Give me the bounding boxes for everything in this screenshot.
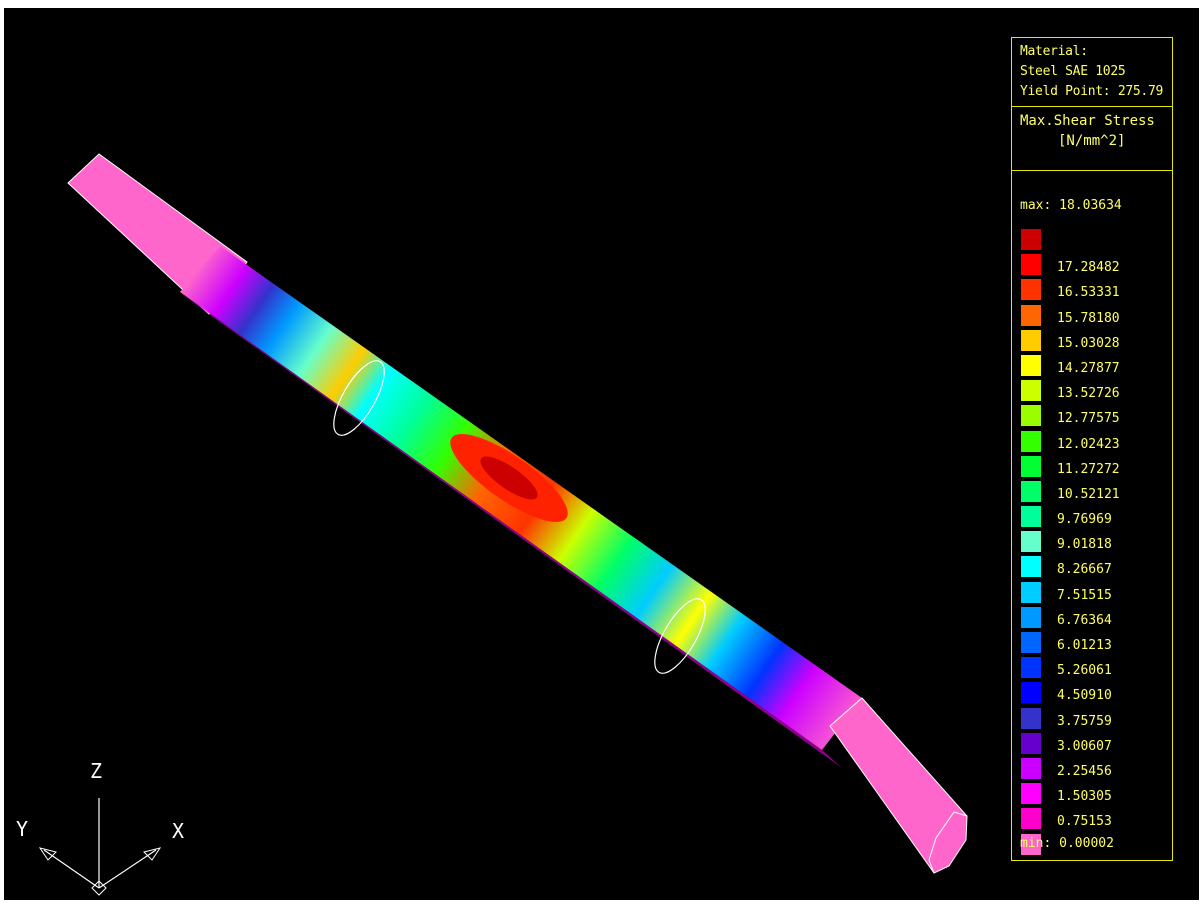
shaft-stress-plot[interactable] <box>4 8 1199 900</box>
colormap-value: 6.76364 <box>1057 612 1112 628</box>
stress-peak <box>480 456 538 500</box>
colormap-value: 8.26667 <box>1057 562 1112 578</box>
colormap-entry: 0.75153 <box>1020 806 1170 831</box>
colormap-entry: 3.75759 <box>1020 706 1170 731</box>
colormap-value: 15.78180 <box>1057 310 1120 326</box>
color-swatch <box>1021 480 1041 502</box>
colormap-entry: 7.51515 <box>1020 580 1170 605</box>
color-swatch <box>1021 304 1041 326</box>
colormap-value: 13.52726 <box>1057 386 1120 402</box>
colormap-entry: 10.52121 <box>1020 479 1170 504</box>
colormap-value: 0.75153 <box>1057 814 1112 830</box>
colormap-entry: 2.25456 <box>1020 756 1170 781</box>
z-axis-label: Z <box>90 759 102 783</box>
colormap-value: 12.77575 <box>1057 411 1120 427</box>
colormap-value: 16.53331 <box>1057 285 1120 301</box>
colormap-value: 3.00607 <box>1057 738 1112 754</box>
shoulder-ring-right <box>654 598 706 674</box>
colormap-entry: 6.76364 <box>1020 605 1170 630</box>
colormap-entry: 6.01213 <box>1020 630 1170 655</box>
colormap-entry: 17.28482 <box>1020 252 1170 277</box>
colormap-entry: 15.78180 <box>1020 303 1170 328</box>
colormap-value: 3.75759 <box>1057 713 1112 729</box>
color-swatch <box>1021 757 1041 779</box>
colormap-value: 12.02423 <box>1057 436 1120 452</box>
color-swatch <box>1021 506 1041 528</box>
colormap-value: 10.52121 <box>1057 486 1120 502</box>
color-swatch <box>1021 455 1041 477</box>
colormap-scale: 17.28482 16.53331 15.78180 15.03028 14.27877… <box>1020 227 1170 857</box>
colormap-value: 2.25456 <box>1057 763 1112 779</box>
colormap-value: 4.50910 <box>1057 688 1112 704</box>
color-swatch <box>1021 329 1041 351</box>
colormap-value: 6.01213 <box>1057 638 1112 653</box>
color-swatch <box>1021 430 1041 452</box>
colormap-value: 1.50305 <box>1057 789 1112 805</box>
color-swatch <box>1021 405 1041 427</box>
color-swatch <box>1021 783 1041 805</box>
y-axis-label: Y <box>16 817 28 841</box>
result-title: Max.Shear Stress <box>1020 113 1155 129</box>
color-swatch <box>1021 581 1041 603</box>
color-swatch <box>1021 808 1041 830</box>
color-swatch <box>1021 380 1041 402</box>
color-swatch <box>1021 556 1041 578</box>
color-swatch <box>1021 279 1041 301</box>
material-label: Material: <box>1020 44 1088 59</box>
colormap-entry: 15.03028 <box>1020 328 1170 353</box>
color-swatch <box>1021 682 1041 704</box>
colormap-entry: 12.02423 <box>1020 429 1170 454</box>
color-swatch <box>1021 707 1041 729</box>
shaft-underside <box>180 292 842 768</box>
material-name: Steel SAE 1025 <box>1020 64 1126 79</box>
fea-viewport[interactable]: Z Y X Material: Steel SAE 1025 Yield Poi… <box>4 8 1199 900</box>
colormap-entry: 5.26061 <box>1020 655 1170 680</box>
shoulder-ring-left <box>333 360 385 436</box>
material-section: Material: Steel SAE 1025 Yield Point: 27… <box>1012 38 1172 107</box>
colormap-entry: 9.01818 <box>1020 529 1170 554</box>
colormap-entry: 12.77575 <box>1020 403 1170 428</box>
color-swatch <box>1021 354 1041 376</box>
coordinate-triad: Z Y X <box>16 759 184 896</box>
colormap-entry: 13.52726 <box>1020 378 1170 403</box>
end-cap-right <box>928 811 968 874</box>
colormap-value: 17.28482 <box>1057 260 1120 276</box>
color-swatch <box>1021 657 1041 679</box>
color-swatch <box>1021 833 1041 855</box>
colormap-value: 7.51515 <box>1057 587 1112 603</box>
result-section: Max.Shear Stress [N/mm^2] <box>1012 107 1172 171</box>
colormap-entry: 16.53331 <box>1020 277 1170 302</box>
colormap-entry: 9.76969 <box>1020 504 1170 529</box>
color-swatch <box>1021 531 1041 553</box>
colormap-value: 14.27877 <box>1057 360 1120 376</box>
color-swatch <box>1021 254 1041 276</box>
result-unit: [N/mm^2] <box>1058 133 1126 149</box>
colormap-value: 9.76969 <box>1057 512 1112 528</box>
colormap-entry: 11.27272 <box>1020 454 1170 479</box>
color-swatch <box>1021 229 1041 250</box>
colormap-value: 15.03028 <box>1057 335 1120 351</box>
color-swatch <box>1021 606 1041 628</box>
color-swatch <box>1021 732 1041 754</box>
yield-point: Yield Point: 275.79 <box>1020 84 1164 99</box>
colormap-value: 11.27272 <box>1057 461 1120 477</box>
colormap-entry <box>1020 227 1170 252</box>
colormap-value: 5.26061 <box>1057 663 1112 679</box>
x-axis-label: X <box>172 819 184 843</box>
colormap-entry: 1.50305 <box>1020 781 1170 806</box>
colormap-entry: 3.00607 <box>1020 731 1170 756</box>
color-swatch <box>1021 632 1041 653</box>
colormap-entry: 14.27877 <box>1020 353 1170 378</box>
colormap-entry <box>1020 832 1170 857</box>
colormap-entry: 4.50910 <box>1020 680 1170 705</box>
colormap-entry: 8.26667 <box>1020 554 1170 579</box>
max-value: max: 18.03634 <box>1020 198 1122 213</box>
stress-legend: Material: Steel SAE 1025 Yield Point: 27… <box>1011 37 1173 861</box>
min-value: min: 0.00002 <box>1020 836 1114 851</box>
colormap-value: 9.01818 <box>1057 537 1112 553</box>
